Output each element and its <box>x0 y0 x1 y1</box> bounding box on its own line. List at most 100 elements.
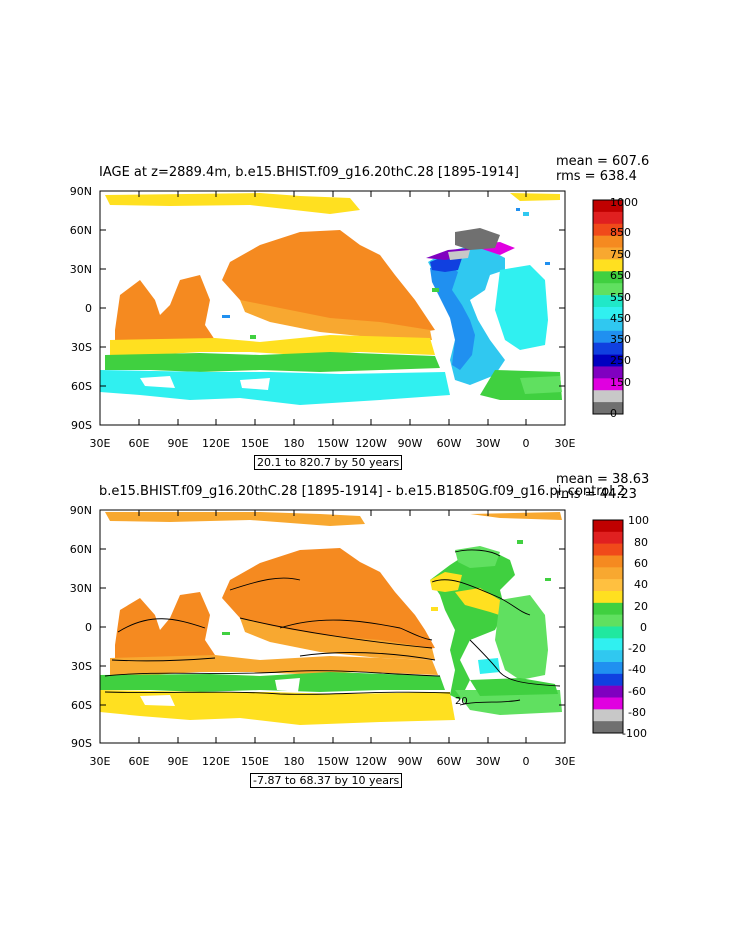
colorbar-swatch <box>593 709 623 722</box>
lat-label: 90N <box>70 504 92 517</box>
colorbar-swatch <box>593 531 623 544</box>
panel-bottom-title: b.e15.BHIST.f09_g16.20thC.28 [1895-1914]… <box>99 485 626 499</box>
lon-label: 0 <box>523 755 530 768</box>
colorbar-label: 550 <box>610 291 631 304</box>
colorbar-label: 60 <box>634 557 648 570</box>
colorbar-swatch <box>593 662 623 675</box>
colorbar-swatch <box>593 283 623 296</box>
colorbar-swatch <box>593 342 623 355</box>
lon-label: 150W <box>317 755 349 768</box>
panel-top-rms: rms = 638.4 <box>556 169 637 184</box>
colorbar-label: 0 <box>610 407 617 420</box>
lon-label: 150E <box>241 437 269 450</box>
lon-label: 90W <box>398 437 423 450</box>
colorbar-top <box>592 199 624 415</box>
lat-label: 90N <box>70 185 92 198</box>
colorbar-swatch <box>593 402 623 415</box>
colorbar-swatch <box>593 235 623 248</box>
panel-top-title: IAGE at z=2889.4m, b.e15.BHIST.f09_g16.2… <box>99 165 519 180</box>
colorbar-swatch <box>593 330 623 343</box>
colorbar-label: -40 <box>628 663 646 676</box>
panel-top-mean: mean = 607.6 <box>556 154 650 169</box>
lat-label: 30S <box>71 341 92 354</box>
map-bottom-contours <box>104 549 561 706</box>
colorbar-swatch <box>593 200 623 213</box>
lat-label: 0 <box>85 302 92 315</box>
colorbar-label: 350 <box>610 333 631 346</box>
colorbar-swatch <box>593 614 623 627</box>
lon-label: 90E <box>168 755 189 768</box>
lat-label: 30N <box>70 582 92 595</box>
colorbar-swatch <box>593 390 623 403</box>
panel-top-range: 20.1 to 820.7 by 50 years <box>254 455 403 470</box>
colorbar-swatch <box>593 366 623 379</box>
colorbar-swatch <box>593 354 623 367</box>
colorbar-swatch <box>593 567 623 580</box>
colorbar-swatch <box>593 721 623 734</box>
lon-label: 60E <box>129 755 150 768</box>
lon-label: 60E <box>129 437 150 450</box>
colorbar-swatch <box>593 638 623 651</box>
map-bottom-fields <box>100 512 562 725</box>
colorbar-swatch <box>593 318 623 332</box>
colorbar-label: 750 <box>610 248 631 261</box>
colorbar-swatch <box>593 579 623 592</box>
lon-label: 30W <box>476 437 501 450</box>
map-top-ticks <box>100 190 565 426</box>
lat-label: 60N <box>70 224 92 237</box>
colorbar-swatch <box>593 520 623 533</box>
colorbar-label: 40 <box>634 578 648 591</box>
lon-label: 90E <box>168 437 189 450</box>
colorbar-swatch <box>593 271 623 284</box>
colorbar-swatch <box>593 543 623 556</box>
lon-label: 180 <box>284 437 305 450</box>
lon-label: 150E <box>241 755 269 768</box>
colorbar-label: 450 <box>610 312 631 325</box>
colorbar-swatch <box>593 223 623 236</box>
colorbar-label: 20 <box>634 600 648 613</box>
lon-label: 180 <box>284 755 305 768</box>
contour-label: 20 <box>455 696 468 707</box>
colorbar-label: -80 <box>628 706 646 719</box>
colorbar-swatch <box>593 211 623 225</box>
colorbar-swatch <box>593 259 623 272</box>
panel-bottom-range: -7.87 to 68.37 by 10 years <box>250 773 403 788</box>
colorbar-swatch <box>593 247 623 260</box>
lat-label: 60N <box>70 543 92 556</box>
lat-label: 90S <box>71 419 92 432</box>
map-top-fields <box>100 193 562 405</box>
colorbar-label: 150 <box>610 376 631 389</box>
colorbar-label: 250 <box>610 354 631 367</box>
lon-label: 120W <box>355 437 387 450</box>
colorbar-label: -60 <box>628 685 646 698</box>
lon-label: 30E <box>555 437 576 450</box>
lat-label: 0 <box>85 621 92 634</box>
lon-label: 30E <box>90 755 111 768</box>
lon-label: 60W <box>437 755 462 768</box>
lon-label: 90W <box>398 755 423 768</box>
colorbar-label: -20 <box>628 642 646 655</box>
colorbar-frame <box>592 199 624 415</box>
lon-label: 30W <box>476 755 501 768</box>
colorbar-label: -100 <box>622 727 647 740</box>
colorbar-frame <box>592 519 624 734</box>
colorbar-bottom-labels: 100 80 60 40 20 0 -20 -40 -60 -80 -100 <box>622 514 649 740</box>
colorbar-swatch <box>593 591 623 604</box>
lat-label: 60S <box>71 380 92 393</box>
colorbar-swatch <box>593 602 623 615</box>
colorbar-swatch <box>593 673 623 686</box>
lon-label: 30E <box>90 437 111 450</box>
map-bottom-ticks <box>100 510 565 743</box>
panel-bottom-rms: rms = 44.23 <box>556 487 637 502</box>
colorbar-swatch <box>593 697 623 710</box>
lon-label: 120E <box>202 437 230 450</box>
colorbar-swatch <box>593 378 623 391</box>
lon-label: 30E <box>555 755 576 768</box>
lon-label: 0 <box>523 437 530 450</box>
colorbar-label: 650 <box>610 269 631 282</box>
colorbar-swatch <box>593 626 623 639</box>
panel-bottom-mean: mean = 38.63 <box>556 472 650 487</box>
lat-label: 90S <box>71 737 92 750</box>
colorbar-swatch <box>593 685 623 698</box>
colorbar-bottom <box>592 519 624 734</box>
